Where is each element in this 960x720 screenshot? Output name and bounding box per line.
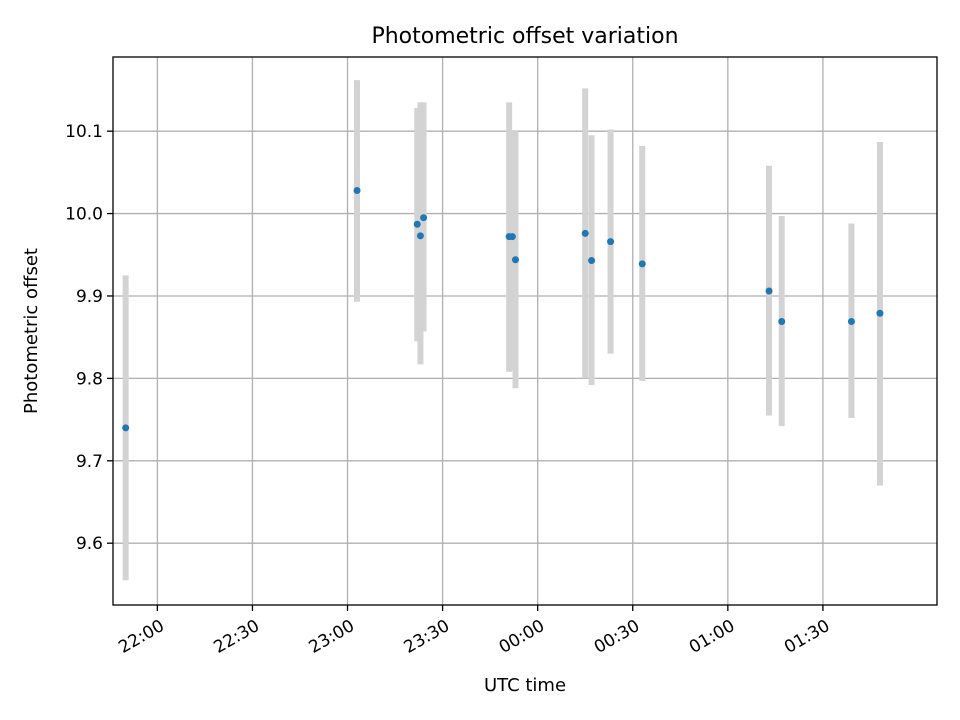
data-points [122, 186, 884, 432]
x-tick-label: 01:30 [781, 616, 833, 658]
data-point [765, 287, 773, 295]
data-point [122, 424, 130, 432]
data-point [416, 232, 424, 240]
data-point [876, 309, 884, 317]
x-tick-label: 00:00 [496, 616, 548, 658]
data-point [778, 318, 786, 326]
x-axis-label: UTC time [484, 675, 566, 696]
plot-frame [112, 56, 938, 606]
x-tick-label: 23:30 [401, 616, 453, 658]
y-tick-label: 10.1 [65, 122, 103, 142]
x-axis-ticks: 22:00 22:30 23:00 23:30 00:00 00:30 01:00 01:30 [115, 605, 833, 658]
data-point [581, 229, 589, 237]
x-tick-label: 23:00 [306, 616, 358, 658]
data-point [638, 260, 646, 268]
data-point [353, 186, 361, 194]
data-point [413, 220, 421, 228]
y-tick-label: 10.0 [65, 205, 103, 225]
error-bars [122, 80, 883, 581]
y-tick-label: 9.7 [76, 452, 103, 472]
y-tick-label: 9.8 [76, 369, 103, 389]
data-point [847, 318, 855, 326]
grid-lines [113, 57, 937, 605]
data-point [588, 257, 596, 265]
data-point [508, 233, 516, 241]
y-tick-label: 9.6 [76, 534, 103, 554]
y-axis-ticks: 9.6 9.7 9.8 9.9 10.0 10.1 [65, 122, 113, 554]
x-tick-label: 22:00 [115, 616, 167, 658]
data-point [420, 214, 428, 222]
data-point [511, 256, 519, 264]
y-axis-label: Photometric offset [21, 248, 42, 414]
x-tick-label: 22:30 [211, 616, 263, 658]
x-tick-label: 00:30 [591, 616, 643, 658]
chart-title: Photometric offset variation [371, 24, 678, 49]
y-tick-label: 9.9 [76, 287, 103, 307]
data-point [607, 238, 615, 246]
x-tick-label: 01:00 [686, 616, 738, 658]
